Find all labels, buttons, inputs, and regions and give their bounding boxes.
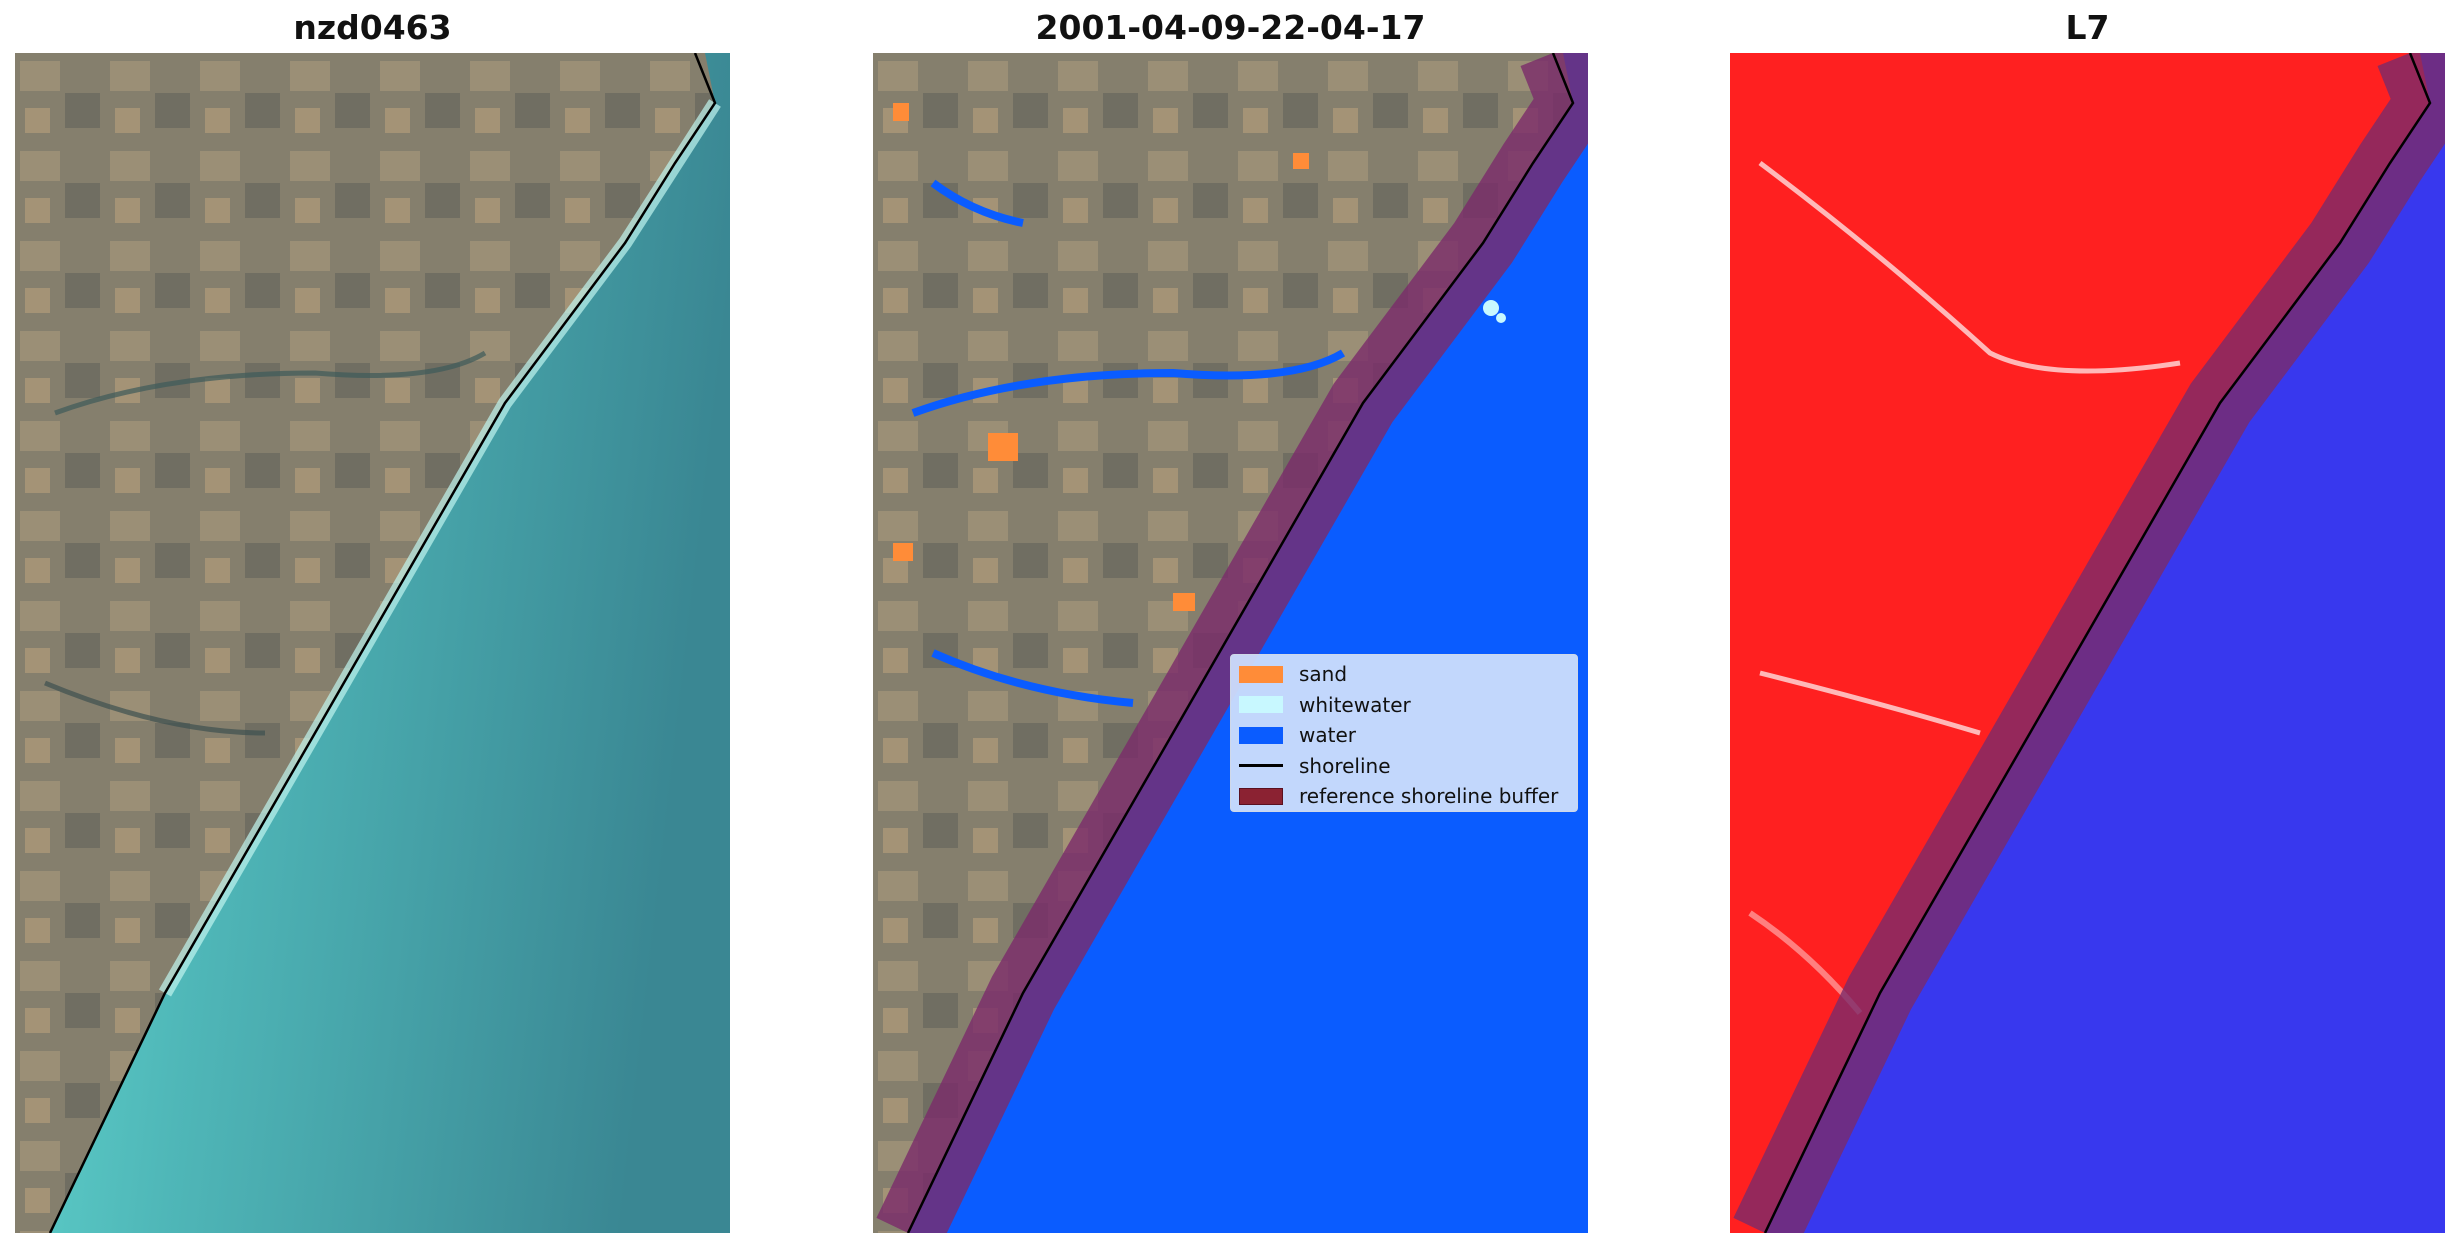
legend-item-buffer: reference shoreline buffer xyxy=(1239,781,1569,812)
shoreline-nir xyxy=(1763,53,2432,1233)
legend-item-whitewater: whitewater xyxy=(1239,690,1569,721)
shoreline-classified xyxy=(906,53,1575,1233)
legend-item-water: water xyxy=(1239,720,1569,751)
sand-patch xyxy=(1173,593,1195,611)
sand-patch xyxy=(1293,153,1309,169)
panel-title-classified: 2001-04-09-22-04-17 xyxy=(1035,8,1426,47)
nir-image xyxy=(1730,53,2445,1233)
legend-item-sand: sand xyxy=(1239,659,1569,690)
nir-image-panel xyxy=(1730,53,2445,1233)
legend-swatch-buffer xyxy=(1239,787,1283,805)
classified-image xyxy=(873,53,1588,1233)
panel-title-rgb: nzd0463 xyxy=(293,8,452,47)
sand-patch xyxy=(893,103,909,121)
rgb-image-panel xyxy=(15,53,730,1233)
legend-label: shoreline xyxy=(1299,753,1391,778)
legend-swatch-sand xyxy=(1239,665,1283,683)
classified-image-panel xyxy=(873,53,1588,1233)
shoreline-rgb xyxy=(48,53,717,1233)
legend-swatch-shoreline xyxy=(1239,764,1283,768)
rgb-image xyxy=(15,53,730,1233)
legend-label: water xyxy=(1299,723,1356,748)
whitewater-patch xyxy=(1483,300,1499,316)
whitewater-patch xyxy=(1496,313,1506,323)
sand-patch xyxy=(893,543,913,561)
legend-label: whitewater xyxy=(1299,692,1411,717)
sand-patch xyxy=(988,433,1018,461)
panel-title-nir: L7 xyxy=(2065,8,2110,47)
legend-item-shoreline: shoreline xyxy=(1239,751,1569,782)
legend-swatch-whitewater xyxy=(1239,696,1283,714)
legend-label: reference shoreline buffer xyxy=(1299,784,1559,809)
legend-swatch-water xyxy=(1239,726,1283,744)
legend-label: sand xyxy=(1299,662,1348,687)
legend: sand whitewater water shoreline referenc… xyxy=(1230,654,1578,812)
